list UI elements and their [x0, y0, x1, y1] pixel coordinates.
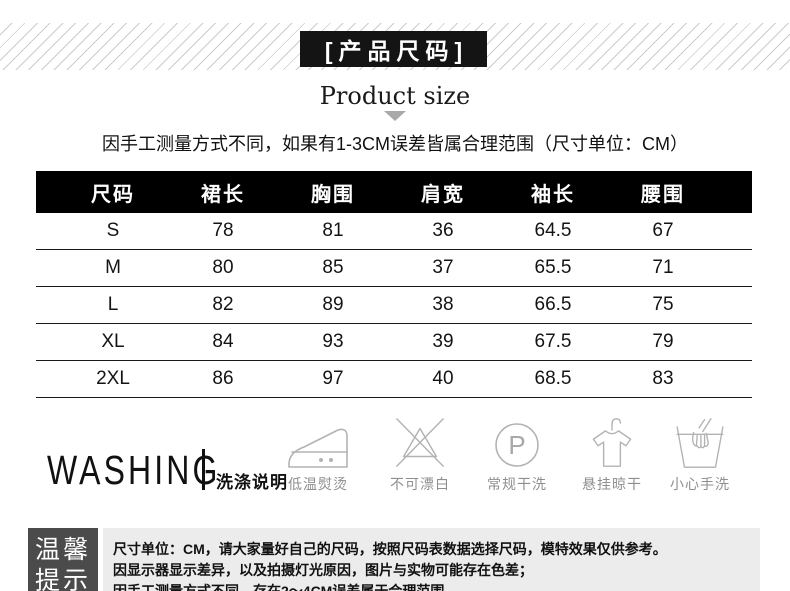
wash-label: 悬挂晾干 [582, 476, 642, 492]
column-header: 尺码 [91, 183, 135, 206]
table-row: S 78 81 36 64.5 67 [36, 213, 752, 250]
wash-item-dry-clean: P 常规干洗 [469, 416, 565, 494]
iron-icon [288, 428, 348, 468]
wash-item-no-bleach: 不可漂白 [372, 416, 468, 494]
no-bleach-icon [396, 418, 444, 467]
tips-divider-gap [98, 528, 103, 591]
table-cell: 64.5 [534, 220, 572, 241]
wash-item-iron: 低温熨烫 [270, 416, 366, 494]
measurement-note: 因手工测量方式不同，如果有1-3CM误差皆属合理范围（尺寸单位：CM） [102, 134, 688, 154]
dry-clean-icon: P [495, 423, 539, 467]
table-cell: 71 [652, 257, 674, 278]
table-cell: XL [101, 331, 125, 352]
wash-item-hang-dry: 悬挂晾干 [564, 416, 660, 494]
table-cell: 68.5 [534, 368, 572, 389]
washing-divider [202, 449, 205, 490]
hang-dry-icon [592, 418, 632, 467]
table-cell: 79 [652, 331, 674, 352]
table-row: L 82 89 38 66.5 75 [36, 287, 752, 324]
table-cell: 84 [212, 331, 234, 352]
size-table: 尺码 裙长 胸围 肩宽 袖长 腰围 S 78 81 36 64.5 67 M 8… [36, 171, 752, 398]
table-cell: 83 [652, 368, 674, 389]
section-title: [产品尺码] [324, 38, 469, 64]
table-cell: 97 [322, 368, 344, 389]
table-row: XL 84 93 39 67.5 79 [36, 324, 752, 361]
column-header: 肩宽 [421, 183, 465, 206]
table-cell: 86 [212, 368, 234, 389]
column-header: 腰围 [641, 183, 685, 206]
wash-label: 小心手洗 [670, 476, 730, 492]
tips-line: 因手工测量方式不同，存在2～4CM误差属于合理范围。 [113, 583, 459, 591]
table-cell: 2XL [96, 368, 130, 389]
table-row: 2XL 86 97 40 68.5 83 [36, 361, 752, 398]
warm-tips-badge-line: 提示 [34, 567, 91, 591]
stripe-banner: [产品尺码] [0, 23, 790, 70]
tips-line: 因显示器显示差异，以及拍摄灯光原因，图片与实物可能存在色差； [113, 562, 533, 578]
table-cell: 65.5 [534, 257, 572, 278]
table-cell: 80 [212, 257, 234, 278]
table-cell: M [105, 257, 121, 278]
washing-heading: WASHING [47, 447, 221, 493]
wash-label: 低温熨烫 [288, 476, 348, 492]
table-cell: 89 [322, 294, 344, 315]
wash-item-hand-wash: 小心手洗 [652, 416, 748, 494]
hand-wash-icon [676, 418, 724, 468]
down-triangle-icon [384, 111, 406, 121]
table-cell: 75 [652, 294, 674, 315]
washing-heading-cn: 洗涤说明 [216, 473, 288, 492]
table-cell: 82 [212, 294, 234, 315]
warm-tips-badge: 温馨 提示 [28, 528, 98, 591]
table-cell: 85 [322, 257, 344, 278]
table-cell: 67 [652, 220, 674, 241]
table-cell: 81 [322, 220, 344, 241]
warm-tips-badge-line: 温馨 [34, 536, 91, 564]
product-size-heading: Product size [319, 82, 471, 110]
table-row: M 80 85 37 65.5 71 [36, 250, 752, 287]
table-cell: 38 [432, 294, 454, 315]
column-header: 袖长 [531, 183, 575, 206]
tips-line: 尺寸单位：CM，请大家量好自己的尺码，按照尺码表数据选择尺码，模特效果仅供参考。 [113, 541, 667, 557]
wash-label: 不可漂白 [390, 476, 450, 492]
table-cell: S [106, 220, 120, 241]
dry-clean-glyph: P [508, 430, 525, 460]
tips-content: 尺寸单位：CM，请大家量好自己的尺码，按照尺码表数据选择尺码，模特效果仅供参考。… [103, 528, 760, 591]
section-title-box: [产品尺码] [300, 31, 487, 67]
table-cell: 78 [212, 220, 234, 241]
table-cell: L [107, 294, 119, 315]
column-header: 胸围 [311, 183, 355, 206]
table-cell: 66.5 [534, 294, 572, 315]
table-cell: 93 [322, 331, 344, 352]
table-cell: 40 [432, 368, 454, 389]
wash-label: 常规干洗 [487, 476, 547, 492]
warm-tips-panel: 温馨 提示 尺寸单位：CM，请大家量好自己的尺码，按照尺码表数据选择尺码，模特效… [28, 528, 760, 591]
table-cell: 37 [432, 257, 454, 278]
column-header: 裙长 [201, 183, 245, 206]
table-cell: 39 [432, 331, 454, 352]
table-cell: 67.5 [534, 331, 572, 352]
table-cell: 36 [432, 220, 454, 241]
size-table-header-row: 尺码 裙长 胸围 肩宽 袖长 腰围 [36, 171, 752, 213]
